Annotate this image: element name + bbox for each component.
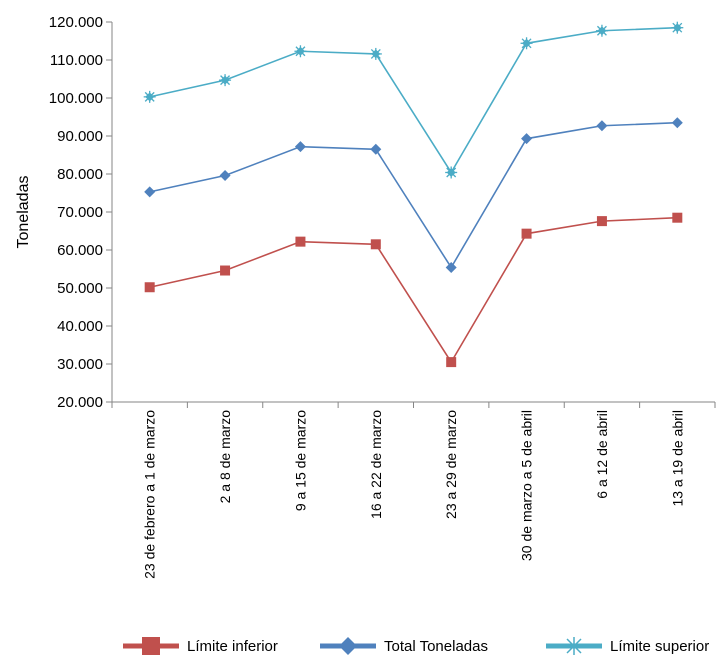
data-point bbox=[370, 143, 382, 155]
series-group bbox=[143, 21, 684, 368]
x-tick-label: 23 a 29 de marzo bbox=[443, 410, 459, 519]
data-point bbox=[672, 212, 683, 223]
y-tick-label: 30.000 bbox=[57, 356, 103, 373]
data-point bbox=[445, 166, 458, 179]
data-point bbox=[596, 216, 607, 227]
y-tick-label: 120.000 bbox=[49, 14, 103, 31]
data-point bbox=[521, 133, 533, 145]
data-point bbox=[596, 120, 608, 132]
data-point bbox=[294, 141, 306, 153]
x-tick-label: 2 a 8 de marzo bbox=[217, 410, 233, 504]
series-0 bbox=[144, 212, 683, 368]
series-line bbox=[149, 26, 678, 175]
data-point bbox=[295, 236, 306, 247]
data-point bbox=[294, 45, 307, 58]
x-tick-label: 13 a 19 de abril bbox=[669, 410, 685, 507]
data-point bbox=[671, 21, 684, 34]
data-point bbox=[446, 357, 457, 368]
data-point bbox=[220, 265, 231, 276]
series-2 bbox=[143, 21, 684, 179]
x-tick-label: 16 a 22 de marzo bbox=[368, 410, 384, 519]
data-point bbox=[520, 37, 533, 50]
y-tick-label: 20.000 bbox=[57, 394, 103, 411]
y-tick-labels: 20.000 30.000 40.000 50.000 60.000 70.000 80.0… bbox=[49, 14, 103, 411]
data-point bbox=[219, 74, 232, 87]
legend-item-1: Total Toneladas bbox=[320, 637, 488, 655]
data-point bbox=[370, 239, 381, 250]
legend-marker bbox=[565, 637, 583, 655]
x-tick-label: 9 a 15 de marzo bbox=[292, 410, 308, 511]
data-point bbox=[369, 47, 382, 60]
x-tick-label: 6 a 12 de abril bbox=[594, 410, 610, 499]
data-point bbox=[219, 170, 231, 182]
y-tick-label: 100.000 bbox=[49, 90, 103, 107]
x-tick-labels: 23 de febrero a 1 de marzo 2 a 8 de marzo… bbox=[142, 410, 686, 579]
series-1 bbox=[144, 117, 683, 273]
legend-item-2: Límite superior bbox=[546, 637, 709, 655]
y-tick-label: 80.000 bbox=[57, 166, 103, 183]
legend: Límite inferior Total Toneladas Límite sup… bbox=[123, 637, 709, 655]
data-point bbox=[671, 117, 683, 129]
data-point bbox=[595, 24, 608, 37]
legend-label: Límite inferior bbox=[187, 638, 278, 655]
data-point bbox=[143, 90, 156, 103]
legend-marker bbox=[142, 637, 160, 655]
data-point bbox=[144, 186, 156, 198]
data-point bbox=[445, 261, 457, 273]
legend-item-0: Límite inferior bbox=[123, 637, 278, 655]
y-tick-label: 70.000 bbox=[57, 204, 103, 221]
y-tick-label: 50.000 bbox=[57, 280, 103, 297]
legend-label: Límite superior bbox=[610, 638, 709, 655]
x-tick-label: 23 de febrero a 1 de marzo bbox=[142, 410, 158, 579]
data-point bbox=[521, 228, 532, 239]
y-tick-label: 110.000 bbox=[50, 52, 103, 69]
data-point bbox=[144, 282, 155, 293]
axes bbox=[106, 21, 716, 408]
series-line bbox=[149, 121, 678, 270]
x-tick-label: 30 de marzo a 5 de abril bbox=[519, 410, 535, 561]
y-axis-label: Toneladas bbox=[15, 176, 32, 249]
legend-marker bbox=[339, 637, 357, 655]
y-tick-label: 90.000 bbox=[57, 128, 103, 145]
y-tick-label: 40.000 bbox=[57, 318, 103, 335]
series-line bbox=[149, 216, 678, 364]
legend-label: Total Toneladas bbox=[384, 638, 488, 655]
y-tick-label: 60.000 bbox=[57, 242, 103, 259]
